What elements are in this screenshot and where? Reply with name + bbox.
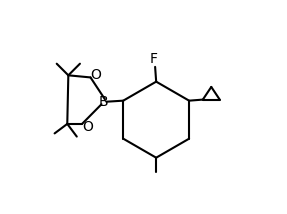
Text: B: B — [98, 95, 108, 109]
Text: F: F — [150, 52, 158, 66]
Text: O: O — [82, 120, 93, 134]
Text: O: O — [90, 68, 101, 82]
